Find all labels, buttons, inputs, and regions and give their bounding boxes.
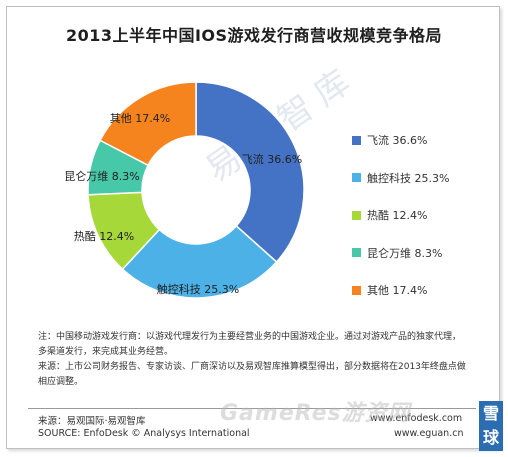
source-url-eguan: www.eguan.cn bbox=[394, 428, 464, 439]
legend-label-5: 其他 17.4% bbox=[367, 284, 428, 297]
chart-title: 2013上半年中国IOS游戏发行商营收规模竞争格局 bbox=[65, 26, 443, 45]
legend-swatch-3 bbox=[352, 210, 361, 220]
donut-slice-1 bbox=[195, 81, 305, 263]
chart-notes: 注：中国移动游戏发行商：以游戏代理发行为主要经营业务的中国游戏企业。通过对游戏产… bbox=[38, 330, 468, 390]
legend-swatch-2 bbox=[352, 173, 361, 182]
legend-item-1: 飞流 36.6% bbox=[352, 132, 449, 148]
slice-label-4: 昆仑万维 8.3% bbox=[64, 169, 139, 183]
badge-char-bottom: 球 bbox=[482, 428, 499, 447]
footer-divider bbox=[28, 408, 476, 409]
source-cn: 来源：易观国际·易观智库 bbox=[38, 416, 146, 427]
source-url-enfodesk: www.enfodesk.com bbox=[370, 413, 463, 424]
note-source: 来源：上市公司财务报告、专家访谈、厂商深访以及易观智库推算模型得出，部分数据将在… bbox=[38, 362, 466, 387]
slice-label-3: 热酷 12.4% bbox=[74, 230, 134, 243]
legend-swatch-5 bbox=[352, 285, 361, 295]
donut-slice-5 bbox=[99, 81, 197, 167]
legend-label-3: 热酷 12.4% bbox=[367, 209, 428, 222]
xueqiu-badge: 雪 球 bbox=[479, 401, 503, 451]
donut-slice-2 bbox=[121, 224, 278, 299]
note-definition: 注：中国移动游戏发行商：以游戏代理发行为主要经营业务的中国游戏企业。通过对游戏产… bbox=[38, 332, 462, 357]
legend-label-4: 昆仑万维 8.3% bbox=[367, 246, 443, 260]
chart-legend: 飞流 36.6% 触控科技 25.3% 热酷 12.4% 昆仑万维 8.3% 其他 17… bbox=[352, 132, 449, 320]
legend-swatch-1 bbox=[352, 135, 361, 145]
source-en: SOURCE: EnfoDesk © Analysys Internationa… bbox=[38, 428, 250, 439]
legend-item-4: 昆仑万维 8.3% bbox=[352, 245, 449, 261]
legend-item-3: 热酷 12.4% bbox=[352, 207, 449, 223]
slice-label-5: 其他 17.4% bbox=[110, 112, 170, 125]
badge-char-top: 雪 bbox=[482, 404, 499, 423]
legend-label-2: 触控科技 25.3% bbox=[367, 171, 450, 185]
legend-item-5: 其他 17.4% bbox=[352, 282, 449, 298]
slice-label-2: 触控科技 25.3% bbox=[157, 282, 239, 296]
legend-item-2: 触控科技 25.3% bbox=[352, 170, 449, 186]
legend-swatch-4 bbox=[352, 248, 361, 257]
slice-label-1: 飞流 36.6% bbox=[242, 152, 302, 166]
legend-label-1: 飞流 36.6% bbox=[367, 134, 428, 147]
